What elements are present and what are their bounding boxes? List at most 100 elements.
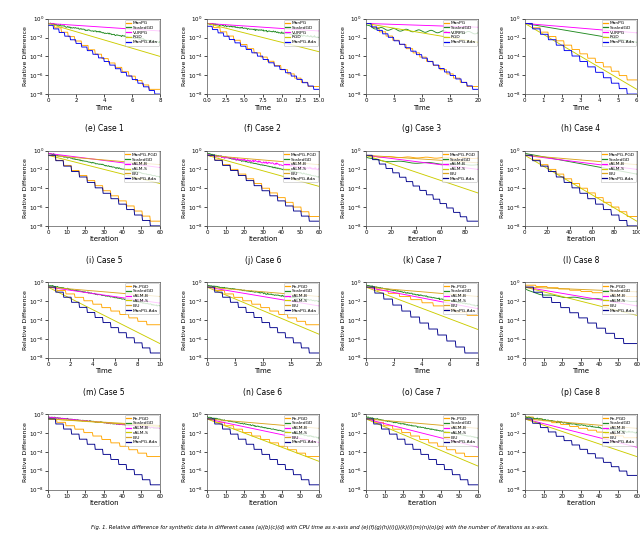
ManPG-PGD [233,166,241,173]
cALM-S [156,423,164,430]
Line: ScaledGD: ScaledGD [48,153,160,177]
ManPG-Ada [305,218,313,224]
cALM-S [551,170,559,176]
cALM-S [315,331,323,338]
VURPG [468,24,476,30]
ManPG [463,83,471,90]
ManPG-PGD [305,213,313,220]
ManPG-Ada [156,223,164,229]
cALM-B [633,303,640,309]
Y-axis label: Relative Difference: Relative Difference [23,422,28,482]
ScaledGD [367,283,374,289]
cALM-S [203,416,211,422]
ScaledGD [623,37,631,44]
ManPG-Ada [74,169,82,175]
Line: Re-PGD: Re-PGD [48,419,160,456]
Line: cALM-S: cALM-S [366,419,478,466]
cALM-S [633,453,640,460]
ManPG-Ada [156,350,164,356]
ManPG-Ada [469,218,477,224]
Line: Re-PGD: Re-PGD [207,287,319,325]
ManPG-Ada [551,429,559,435]
ManPG-PGD [306,213,314,220]
Legend: Re-PGD, ScaledGD, cALM-B, cALM-S, IBU, ManPG-Ada: Re-PGD, ScaledGD, cALM-B, cALM-S, IBU, M… [284,415,318,446]
ScaledGD [525,21,533,27]
cALM-B [305,437,313,444]
X-axis label: Iteration: Iteration [89,500,119,506]
cALM-S [233,160,241,167]
ScaledGD [522,414,529,420]
Legend: ManPG-PGD, ScaledGD, cALM-B, cALM-S, IBU, ManPG-Ada: ManPG-PGD, ScaledGD, cALM-B, cALM-S, IBU… [442,151,477,182]
VURPG [521,20,529,27]
X-axis label: Iteration: Iteration [248,236,278,242]
cALM-S [203,152,211,158]
Re-PGD [362,284,370,291]
ManPG-Ada [210,284,218,291]
RGD [44,20,52,27]
ManPG-Ada [551,299,559,305]
ManPG-Ada [551,169,559,175]
ScaledGD [207,282,215,289]
ManPG-Ada [383,165,390,172]
IBU [525,152,533,159]
cALM-B [627,165,635,172]
X-axis label: Time: Time [413,368,430,374]
ManPG-Ada [51,26,59,32]
ScaledGD [45,282,52,288]
VURPG [315,28,323,34]
cALM-B [623,301,631,308]
cALM-B [224,287,232,294]
ScaledGD [65,286,73,293]
cALM-B [156,425,164,432]
cALM-S [156,180,164,187]
X-axis label: Time: Time [255,368,271,374]
ManPG [224,33,232,39]
X-axis label: Iteration: Iteration [566,236,596,242]
Re-PGD [392,290,399,296]
cALM-S [49,286,56,293]
Title: (i) Case 5: (i) Case 5 [86,256,122,265]
RGD [468,38,476,44]
Legend: Re-PGD, ScaledGD, cALM-B, cALM-S, IBU, ManPG-Ada: Re-PGD, ScaledGD, cALM-B, cALM-S, IBU, M… [125,283,159,314]
cALM-B [147,163,154,170]
cALM-S [207,417,215,424]
ScaledGD [468,162,476,169]
ManPG-PGD [369,153,376,159]
IBU [233,155,241,161]
Re-PGD [315,453,323,460]
ManPG-Ada [207,284,215,291]
Line: ScaledGD: ScaledGD [207,417,319,439]
ManPG [369,25,376,31]
ScaledGD [627,299,635,305]
ScaledGD [383,286,390,293]
ScaledGD [154,303,161,309]
VURPG [525,21,533,27]
ScaledGD [44,282,52,289]
Line: Re-PGD: Re-PGD [525,285,637,296]
ManPG-Ada [156,91,164,97]
ScaledGD [525,287,533,294]
Line: ScaledGD: ScaledGD [207,285,319,302]
ManPG-Ada [207,152,215,158]
Legend: ManPG, ScaledGD, VURPG, RGD, ManPG-Ada: ManPG, ScaledGD, VURPG, RGD, ManPG-Ada [602,20,636,45]
cALM-B [369,285,376,292]
ScaledGD [315,34,323,41]
ScaledGD [474,302,482,309]
ManPG-Ada [49,152,56,158]
ManPG-Ada [633,223,640,229]
Re-PGD [628,434,636,441]
Line: cALM-S: cALM-S [48,419,160,426]
cALM-B [44,284,52,291]
IBU [623,424,631,431]
ManPG [528,20,536,27]
X-axis label: Iteration: Iteration [89,236,119,242]
ManPG-Ada [392,431,399,437]
VURPG [392,21,399,28]
Re-PGD [461,453,468,460]
ScaledGD [315,434,323,440]
IBU [551,418,559,425]
cALM-B [525,152,533,159]
ManPG-Ada [367,20,374,27]
ManPG-Ada [623,472,631,479]
cALM-B [468,442,476,449]
